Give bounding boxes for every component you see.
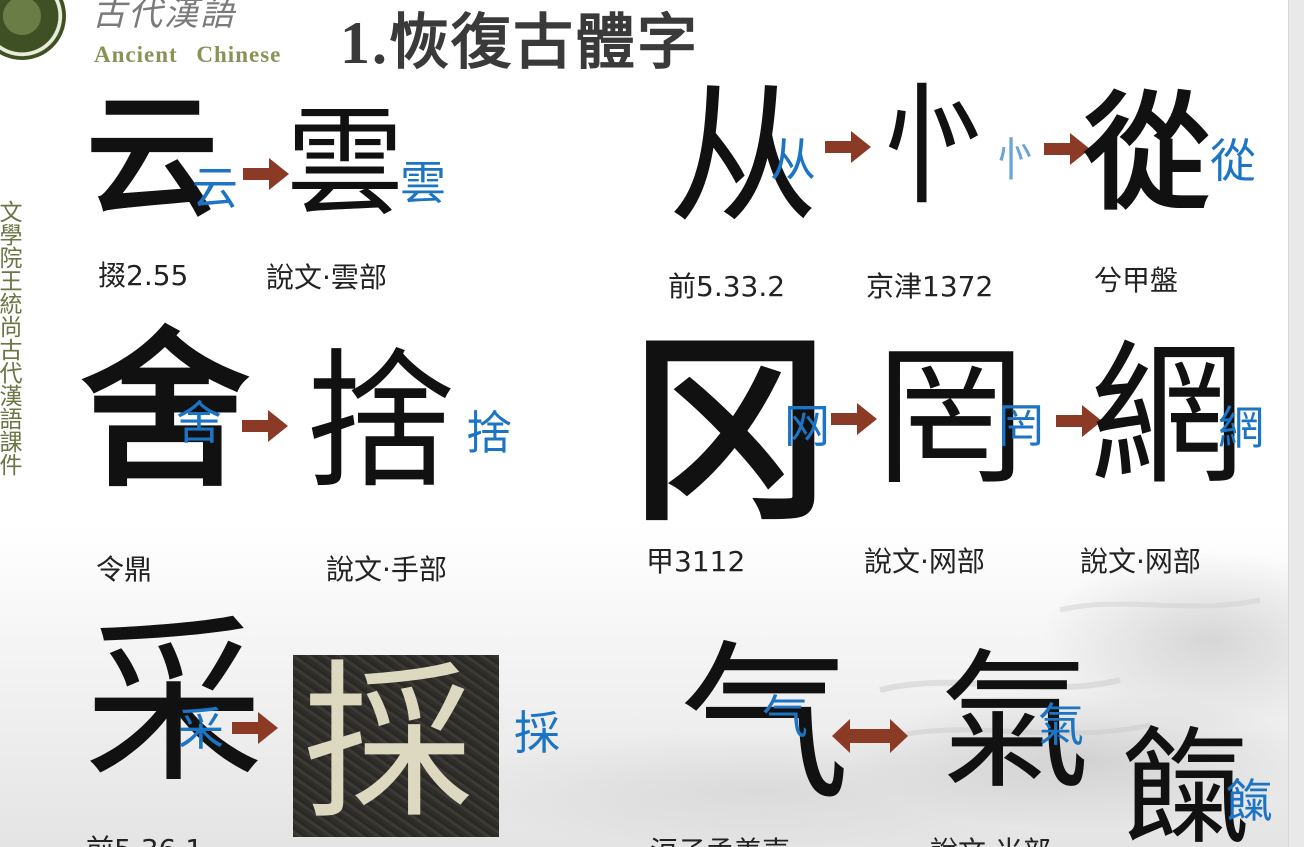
logo-title: 古代漢語: [92, 0, 236, 34]
arrow-right-icon: [831, 402, 877, 436]
oracle-glyph-yun: 云: [86, 80, 218, 235]
seal-glyph-wang: 罔: [876, 332, 1027, 506]
source-caption: 前5.36.1: [86, 836, 203, 847]
arrow-right-icon: [825, 130, 871, 164]
bronze-glyph-she: 舍: [80, 311, 251, 511]
source-caption: 說文·手部: [326, 553, 447, 586]
bronze-glyph-qi: 气: [680, 626, 851, 824]
modern-char-yun-cloud: 雲: [400, 156, 446, 210]
stele-rubbing-image: 採: [293, 655, 499, 837]
vertical-course-title: 文學院王統尚古代漢語課件: [0, 200, 21, 476]
modern-char-xi: 餼: [1226, 774, 1272, 828]
source-caption: 說文·雲部: [266, 261, 387, 294]
source-caption: 掇2.55: [98, 259, 189, 292]
source-caption: 洹子孟姜壺: [650, 838, 790, 847]
arrow-right-icon: [1056, 404, 1102, 438]
modern-char-wang-variant: 罔: [998, 399, 1044, 453]
modern-char-cong-full: 從: [1210, 134, 1256, 188]
modern-char-she-hand: 捨: [466, 406, 512, 460]
logo-subtitle: Ancient Chinese: [94, 42, 282, 67]
double-arrow-icon: [832, 718, 908, 753]
source-caption: 兮甲盤: [1094, 264, 1179, 297]
modern-char-cai: 采: [178, 702, 224, 756]
oracle-glyph-cai: 采: [84, 599, 265, 808]
source-caption: 令鼎: [96, 553, 153, 586]
modern-char-yun: 云: [192, 161, 238, 215]
arrow-right-icon: [242, 409, 288, 443]
modern-char-cong-variant: 㣺: [992, 133, 1038, 187]
modern-char-she: 舍: [176, 396, 222, 450]
seal-glyph-xi: 餼: [1122, 715, 1248, 847]
seal-glyph-qi: 氣: [940, 636, 1091, 810]
modern-char-qi-rice: 氣: [1038, 698, 1084, 752]
bronze-glyph-cong-full: 從: [1084, 79, 1210, 227]
modern-char-wang-silk: 網: [1218, 401, 1264, 455]
bronze-glyph-cong: 㣺: [868, 71, 999, 223]
source-caption: 說文·网部: [1080, 545, 1201, 578]
source-caption: 前5.33.2: [668, 270, 786, 303]
source-caption: 說文·米部: [930, 838, 1051, 847]
modern-char-cai-hand: 採: [514, 706, 560, 760]
seal-glyph-she: 捨: [305, 336, 456, 510]
modern-char-wang: 网: [784, 399, 830, 453]
source-caption: 說文·网部: [864, 545, 985, 578]
modern-char-qi: 气: [762, 690, 808, 744]
seal-glyph-yun: 雲: [286, 94, 405, 232]
arrow-right-icon: [232, 711, 278, 745]
arrow-right-icon: [243, 157, 289, 191]
modern-char-cong: 从: [770, 133, 816, 187]
arrow-right-icon: [1044, 132, 1090, 166]
slide-title: 1.恢復古體字: [340, 10, 699, 76]
seal-glyph-wang-silk: 網: [1090, 327, 1245, 506]
source-caption: 京津1372: [866, 270, 994, 303]
rubbing-glyph-cai: 採: [303, 655, 474, 837]
oracle-glyph-cong: 从: [668, 70, 819, 244]
source-caption: 甲3112: [646, 545, 746, 578]
oracle-glyph-wang: 冈: [630, 314, 831, 549]
scrollbar-track[interactable]: [1288, 0, 1304, 847]
